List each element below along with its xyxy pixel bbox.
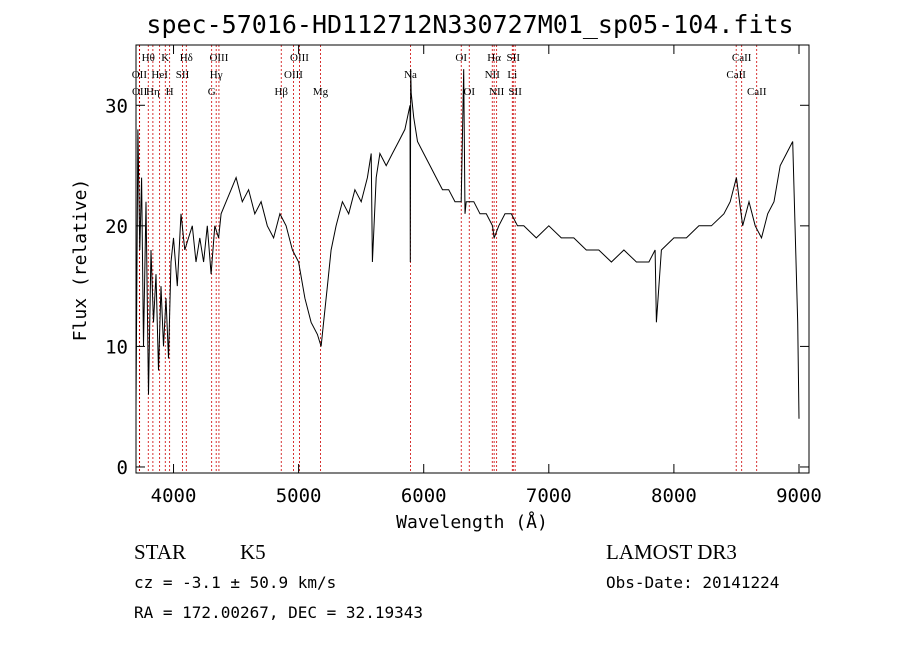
line-marker-label-15: Mg <box>313 86 329 98</box>
line-marker-label-25: CaII <box>726 69 746 81</box>
plot-frame <box>135 44 810 474</box>
line-marker-label-8: Hδ <box>180 52 193 64</box>
x-tick-label-7000: 7000 <box>526 485 572 507</box>
x-axis-label: Wavelength (Å) <box>396 511 548 533</box>
line-marker-label-0: OII <box>132 69 148 81</box>
line-marker-label-6: H <box>166 86 174 98</box>
line-marker-label-22: Li <box>507 69 517 81</box>
line-marker-label-24: SII <box>508 86 522 98</box>
y-axis-label: Flux (relative) <box>70 179 91 342</box>
y-tick-label-30: 30 <box>105 95 128 117</box>
line-marker-label-17: OI <box>455 52 467 64</box>
y-axis-ticks: 0 10 20 30 <box>105 95 809 479</box>
line-marker-label-19: NII <box>485 69 501 81</box>
spectrum-line <box>135 69 800 419</box>
y-tick-label-20: 20 <box>105 216 128 238</box>
object-subclass: K5 <box>240 540 266 564</box>
x-axis-ticks: 4000 5000 6000 7000 8000 9000 <box>151 45 822 507</box>
obs-date: Obs-Date: 20141224 <box>606 573 779 592</box>
line-marker-label-20: Hα <box>487 52 501 64</box>
x-tick-label-5000: 5000 <box>276 485 322 507</box>
line-marker-label-26: CaII <box>732 52 752 64</box>
line-marker-label-10: Hγ <box>210 69 223 81</box>
line-marker-label-12: Hβ <box>274 86 288 98</box>
line-marker-label-9: G <box>208 86 216 98</box>
y-tick-label-10: 10 <box>105 336 128 358</box>
line-marker-label-18: OI <box>463 86 475 98</box>
line-marker-label-21: NII <box>489 86 505 98</box>
line-marker-label-2: Hθ <box>142 52 155 64</box>
line-marker-label-11: OIII <box>209 52 228 64</box>
line-marker-label-5: K <box>161 52 169 64</box>
x-tick-label-8000: 8000 <box>651 485 697 507</box>
redshift-text: cz = -3.1 ± 50.9 km/s <box>134 573 336 592</box>
line-marker-labels: OIIOIIHθHηHeIKHSIIHδGHγOIIIHβOIIIOIIIMgN… <box>132 52 767 98</box>
line-marker-label-27: CaII <box>747 86 767 98</box>
line-marker-label-14: OIII <box>290 52 309 64</box>
line-marker-label-13: OIII <box>284 69 303 81</box>
line-marker-label-23: SII <box>507 52 521 64</box>
y-tick-label-0: 0 <box>117 457 128 479</box>
survey-name: LAMOST DR3 <box>606 540 737 564</box>
x-tick-label-6000: 6000 <box>401 485 447 507</box>
radec-text: RA = 172.00267, DEC = 32.19343 <box>134 603 423 622</box>
line-marker-label-4: HeI <box>151 69 168 81</box>
x-tick-label-9000: 9000 <box>776 485 822 507</box>
line-markers <box>138 45 758 473</box>
chart-title: spec-57016-HD112712N330727M01_sp05-104.f… <box>146 10 793 39</box>
line-marker-label-7: SII <box>176 69 190 81</box>
line-marker-label-3: Hη <box>146 86 160 98</box>
x-tick-label-4000: 4000 <box>151 485 197 507</box>
object-class: STAR <box>134 540 186 564</box>
